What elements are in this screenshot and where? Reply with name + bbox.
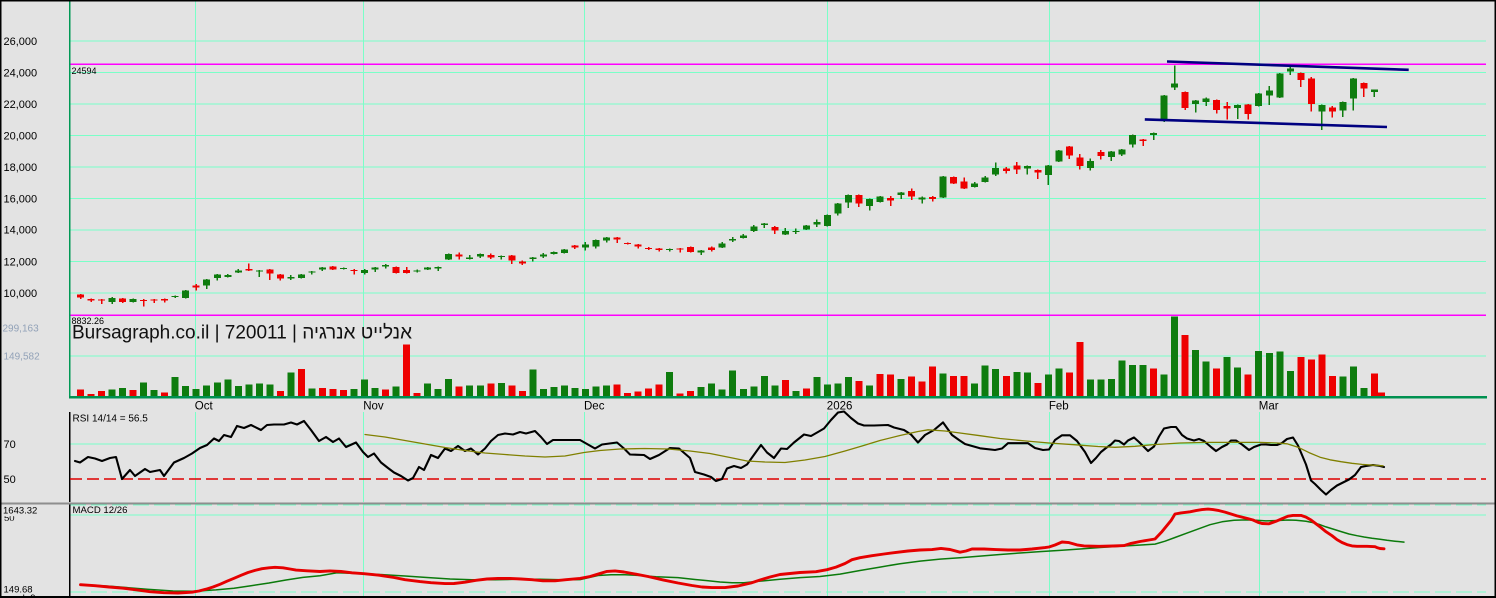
svg-text:Oct: Oct — [195, 401, 214, 413]
svg-text:16,000: 16,000 — [4, 194, 38, 206]
svg-text:18,000: 18,000 — [4, 162, 38, 174]
svg-text:Feb: Feb — [1049, 401, 1069, 413]
svg-text:10,000: 10,000 — [4, 288, 38, 300]
svg-text:Mar: Mar — [1259, 401, 1279, 413]
svg-text:50: 50 — [4, 513, 15, 524]
svg-text:299,163: 299,163 — [3, 324, 40, 335]
svg-text:Nov: Nov — [363, 401, 384, 413]
svg-text:2026: 2026 — [827, 401, 853, 413]
svg-text:22,000: 22,000 — [4, 99, 38, 111]
svg-text:14,000: 14,000 — [4, 225, 38, 237]
svg-text:1643.32: 1643.32 — [3, 506, 37, 517]
svg-text:50: 50 — [4, 474, 16, 486]
svg-text:26,000: 26,000 — [4, 36, 38, 48]
svg-text:20,000: 20,000 — [4, 131, 38, 143]
svg-text:70: 70 — [4, 439, 16, 451]
svg-text:149.68: 149.68 — [4, 585, 33, 596]
svg-text:12,000: 12,000 — [4, 257, 38, 269]
svg-text:macd=9: macd=9 — [2, 593, 36, 598]
svg-text:24,000: 24,000 — [4, 68, 38, 80]
svg-text:Bursagraph.co.il | 720011 | אנ: Bursagraph.co.il | 720011 | אנלייט אנרגי… — [72, 323, 412, 344]
svg-text:Dec: Dec — [584, 401, 605, 413]
svg-text:RSI 14/14 = 56.5: RSI 14/14 = 56.5 — [73, 414, 149, 425]
svg-text:8832.26: 8832.26 — [72, 316, 105, 326]
svg-text:149,582: 149,582 — [4, 352, 41, 363]
svg-text:24594: 24594 — [72, 66, 97, 76]
svg-text:MACD 12/26: MACD 12/26 — [73, 505, 128, 516]
